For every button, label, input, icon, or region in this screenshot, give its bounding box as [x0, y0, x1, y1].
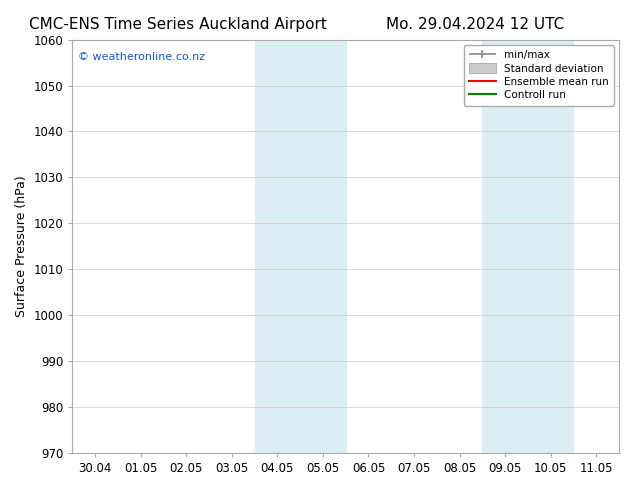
Bar [255, 40, 346, 453]
Text: CMC-ENS Time Series Auckland Airport: CMC-ENS Time Series Auckland Airport [29, 17, 327, 32]
Y-axis label: Surface Pressure (hPa): Surface Pressure (hPa) [15, 175, 28, 317]
Legend: min/max, Standard deviation, Ensemble mean run, Controll run: min/max, Standard deviation, Ensemble me… [464, 45, 614, 105]
Bar [482, 40, 573, 453]
Text: © weatheronline.co.nz: © weatheronline.co.nz [78, 52, 205, 62]
Text: Mo. 29.04.2024 12 UTC: Mo. 29.04.2024 12 UTC [386, 17, 565, 32]
